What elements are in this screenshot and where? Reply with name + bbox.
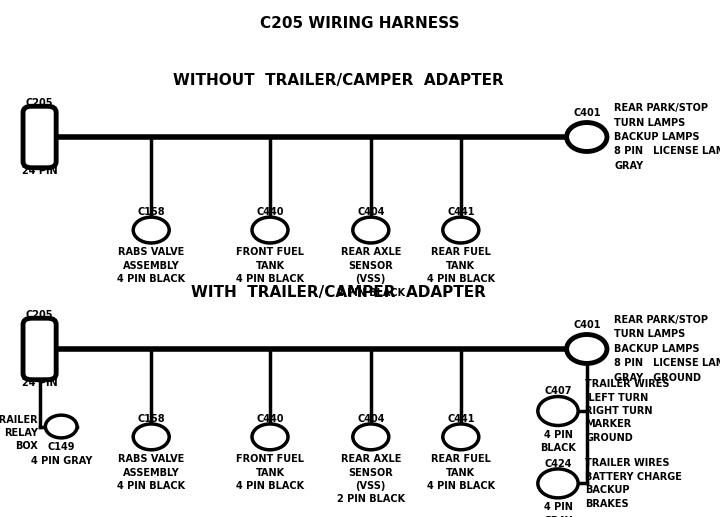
Text: ASSEMBLY: ASSEMBLY [123,261,179,271]
Text: C441: C441 [447,414,474,424]
Text: GRAY: GRAY [544,515,572,517]
Text: REAR FUEL: REAR FUEL [431,247,491,257]
Text: C205: C205 [26,98,53,108]
Text: BATTERY CHARGE: BATTERY CHARGE [585,472,683,482]
Text: REAR FUEL: REAR FUEL [431,454,491,464]
Text: 4 PIN BLACK: 4 PIN BLACK [236,274,304,284]
Text: 24 PIN: 24 PIN [22,378,58,388]
Text: 4 PIN BLACK: 4 PIN BLACK [236,481,304,491]
Text: WITH  TRAILER/CAMPER  ADAPTER: WITH TRAILER/CAMPER ADAPTER [191,284,486,300]
Circle shape [538,397,578,425]
Text: BACKUP LAMPS: BACKUP LAMPS [614,344,700,354]
Text: C158: C158 [138,414,165,424]
Text: C205: C205 [26,310,53,320]
Text: GRAY   GROUND: GRAY GROUND [614,373,701,383]
Text: C149: C149 [48,442,75,452]
Text: BACKUP LAMPS: BACKUP LAMPS [614,132,700,142]
Text: 2 PIN BLACK: 2 PIN BLACK [337,494,405,505]
Text: TRAILER WIRES: TRAILER WIRES [585,379,670,389]
Text: MARKER: MARKER [585,419,631,430]
Circle shape [45,415,77,438]
Circle shape [252,217,288,243]
Text: 8 PIN   LICENSE LAMPS: 8 PIN LICENSE LAMPS [614,146,720,157]
Text: RABS VALVE: RABS VALVE [118,454,184,464]
Text: C205 WIRING HARNESS: C205 WIRING HARNESS [260,16,460,31]
Text: GROUND: GROUND [585,433,633,443]
Circle shape [538,469,578,498]
Text: RELAY: RELAY [4,428,38,438]
Text: 4 PIN GRAY: 4 PIN GRAY [30,455,92,466]
Text: TANK: TANK [446,261,475,271]
Text: GRAY: GRAY [614,161,643,171]
Text: (VSS): (VSS) [356,274,386,284]
Text: C424: C424 [544,459,572,469]
Text: BRAKES: BRAKES [585,498,629,509]
Text: TANK: TANK [446,467,475,478]
Text: C158: C158 [138,207,165,217]
Circle shape [353,217,389,243]
Text: TRAILER: TRAILER [0,415,38,425]
Text: REAR PARK/STOP: REAR PARK/STOP [614,103,708,113]
Text: C407: C407 [544,386,572,397]
Text: 4 PIN: 4 PIN [544,430,572,440]
Text: ASSEMBLY: ASSEMBLY [123,467,179,478]
Text: C404: C404 [357,414,384,424]
Circle shape [353,424,389,450]
Text: 4 PIN: 4 PIN [544,502,572,512]
Circle shape [133,217,169,243]
Text: 4 PIN BLACK: 4 PIN BLACK [117,481,185,491]
Text: 8 PIN   LICENSE LAMPS: 8 PIN LICENSE LAMPS [614,358,720,369]
Text: C401: C401 [573,320,600,330]
FancyBboxPatch shape [23,107,56,168]
Text: 4 PIN BLACK: 4 PIN BLACK [427,481,495,491]
Text: LEFT TURN: LEFT TURN [585,392,649,403]
Circle shape [252,424,288,450]
Text: C440: C440 [256,414,284,424]
Text: TURN LAMPS: TURN LAMPS [614,329,685,340]
Text: REAR AXLE: REAR AXLE [341,247,401,257]
Text: 4 PIN BLACK: 4 PIN BLACK [427,274,495,284]
Text: 4 PIN BLACK: 4 PIN BLACK [117,274,185,284]
Text: C404: C404 [357,207,384,217]
Text: REAR PARK/STOP: REAR PARK/STOP [614,315,708,325]
Circle shape [443,217,479,243]
Text: C441: C441 [447,207,474,217]
Text: FRONT FUEL: FRONT FUEL [236,247,304,257]
Circle shape [133,424,169,450]
Circle shape [443,424,479,450]
Text: C401: C401 [573,108,600,118]
Text: REAR AXLE: REAR AXLE [341,454,401,464]
Text: WITHOUT  TRAILER/CAMPER  ADAPTER: WITHOUT TRAILER/CAMPER ADAPTER [173,72,504,88]
Text: SENSOR: SENSOR [348,467,393,478]
Text: BOX: BOX [15,440,38,451]
Text: RABS VALVE: RABS VALVE [118,247,184,257]
Text: TANK: TANK [256,467,284,478]
Text: (VSS): (VSS) [356,481,386,491]
Text: TURN LAMPS: TURN LAMPS [614,117,685,128]
Text: TANK: TANK [256,261,284,271]
Text: SENSOR: SENSOR [348,261,393,271]
Text: BACKUP: BACKUP [585,485,630,495]
Text: C440: C440 [256,207,284,217]
Text: 2 PIN BLACK: 2 PIN BLACK [337,287,405,298]
Circle shape [567,334,607,363]
Circle shape [567,123,607,151]
Text: RIGHT TURN: RIGHT TURN [585,406,653,416]
Text: 24 PIN: 24 PIN [22,166,58,176]
FancyBboxPatch shape [23,318,56,379]
Text: TRAILER WIRES: TRAILER WIRES [585,458,670,468]
Text: BLACK: BLACK [540,443,576,453]
Text: FRONT FUEL: FRONT FUEL [236,454,304,464]
